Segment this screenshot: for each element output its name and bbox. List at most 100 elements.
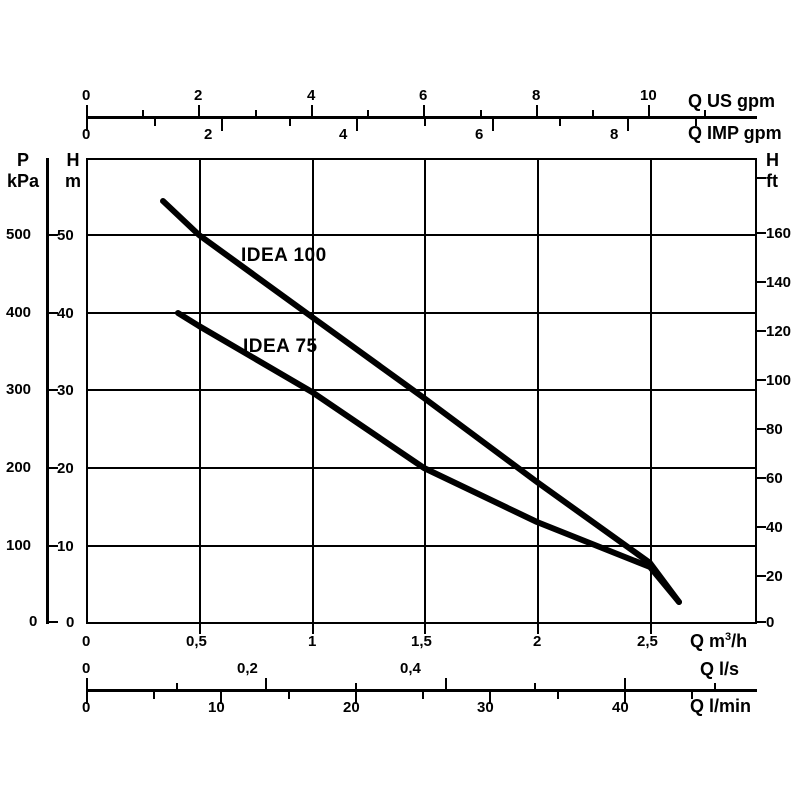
h-m-title-line2: m (64, 170, 81, 191)
q-ls-tick-minor (355, 683, 357, 690)
h-ft-title-line2: ft (766, 170, 778, 191)
q-us-gpm-axis-line (86, 116, 757, 119)
h-m-tick-label: 0 (66, 614, 75, 631)
p-kpa-tick-label: 500 (6, 226, 32, 243)
q-us-gpm-tick-minor (592, 110, 594, 117)
curve-label-idea-75: IDEA 75 (243, 336, 318, 357)
p-kpa-tick-label: 200 (6, 459, 32, 476)
h-ft-tick (757, 621, 766, 623)
q-m3h-axis-title: Q m3/h (690, 631, 748, 651)
p-kpa-tick-label: 100 (6, 537, 32, 554)
q-us-gpm-tick-label: 0 (82, 87, 91, 104)
h-ft-tick (757, 379, 766, 381)
h-ft-tick-label: 160 (766, 225, 792, 242)
q-lmin-tick-label: 10 (208, 699, 225, 716)
q-imp-gpm-axis-title: Q IMP gpm (688, 123, 782, 143)
h-ft-tick-label: 0 (766, 614, 775, 631)
q-us-gpm-tick-minor (704, 110, 706, 117)
q-ls-tick-major (624, 678, 626, 690)
p-kpa-tick (49, 234, 58, 236)
h-ft-tick (757, 281, 766, 283)
q-us-gpm-axis-title: Q US gpm (688, 91, 776, 111)
h-ft-tick-label: 100 (766, 372, 792, 389)
q-m3h-tick (650, 624, 652, 634)
q-lmin-tick-label: 40 (612, 699, 629, 716)
p-kpa-tick (49, 312, 58, 314)
curve-idea-100 (160, 198, 682, 605)
h-ft-tick-label: 40 (766, 519, 783, 536)
gridline-h-10 (86, 545, 757, 547)
q-ls-tick-label: 0,4 (400, 660, 421, 677)
q-ls-axis-line (86, 689, 757, 692)
h-m-tick-label: 10 (57, 538, 74, 555)
q-lmin-tick-major (489, 692, 491, 704)
q-m3h-tick (312, 624, 314, 634)
q-us-gpm-tick-minor (142, 110, 144, 117)
h-m-tick-label: 50 (57, 227, 74, 244)
q-m3h-title-superscript: 3 (725, 631, 732, 643)
q-us-gpm-tick-major (536, 105, 538, 117)
q-imp-gpm-tick-label: 6 (475, 126, 484, 143)
h-ft-tick (757, 477, 766, 479)
gridline-h-50 (86, 234, 757, 236)
h-m-tick-label: 40 (57, 305, 74, 322)
p-kpa-title-line1: P (16, 150, 29, 170)
h-ft-tick-label: 60 (766, 470, 783, 487)
q-ls-tick-major (265, 678, 267, 690)
curve-label-idea-100: IDEA 100 (241, 245, 327, 266)
h-ft-tick-label: 20 (766, 568, 783, 585)
q-m3h-title-suffix: /h (731, 631, 748, 651)
h-ft-title-line1: H (766, 150, 779, 170)
q-m3h-tick-label: 2 (533, 633, 542, 650)
gridline-v-2 (537, 158, 539, 624)
p-kpa-tick-label: 400 (6, 304, 32, 321)
q-imp-gpm-tick-major (86, 119, 88, 131)
p-kpa-axis-line (46, 158, 49, 624)
q-us-gpm-tick-label: 10 (640, 87, 657, 104)
q-lmin-tick-major (220, 692, 222, 704)
q-imp-gpm-tick-label: 8 (610, 126, 619, 143)
h-ft-tick (757, 177, 766, 179)
h-m-axis-title: H m (60, 150, 86, 191)
p-kpa-title-line2: kPa (6, 170, 40, 191)
plot-area (86, 158, 757, 624)
h-ft-tick-label: 140 (766, 274, 792, 291)
q-m3h-tick (424, 624, 426, 634)
q-lmin-tick-major (624, 692, 626, 704)
q-us-gpm-tick-major (311, 105, 313, 117)
q-lmin-tick-minor (288, 692, 290, 699)
q-ls-axis-title: Q l/s (700, 659, 740, 679)
h-ft-axis-title: H ft (766, 150, 792, 191)
q-ls-tick-major (445, 678, 447, 690)
q-lmin-tick-label: 20 (343, 699, 360, 716)
q-m3h-tick (537, 624, 539, 634)
q-imp-gpm-tick-minor (154, 119, 156, 126)
q-lmin-tick-label: 0 (82, 699, 91, 716)
p-kpa-tick (49, 621, 58, 623)
q-ls-tick-minor (714, 683, 716, 690)
q-us-gpm-tick-major (423, 105, 425, 117)
q-imp-gpm-tick-minor (289, 119, 291, 126)
curve-idea-75 (175, 310, 682, 605)
p-kpa-tick-label: 300 (6, 381, 32, 398)
q-lmin-tick-minor (691, 692, 693, 699)
q-ls-tick-major (86, 678, 88, 690)
h-ft-tick-label: 80 (766, 421, 783, 438)
q-imp-gpm-tick-major (627, 119, 629, 131)
q-m3h-tick-label: 0,5 (186, 633, 207, 650)
q-ls-tick-label: 0,2 (237, 660, 258, 677)
q-us-gpm-tick-label: 4 (307, 87, 316, 104)
p-kpa-tick (49, 389, 58, 391)
q-lmin-tick-label: 30 (477, 699, 494, 716)
q-imp-gpm-tick-major (492, 119, 494, 131)
h-ft-tick (757, 428, 766, 430)
q-us-gpm-tick-minor (367, 110, 369, 117)
q-ls-tick-label: 0 (82, 660, 91, 677)
q-imp-gpm-tick-major (356, 119, 358, 131)
q-m3h-tick-label: 0 (82, 633, 91, 650)
q-imp-gpm-tick-label: 0 (82, 126, 91, 143)
h-ft-tick (757, 575, 766, 577)
q-m3h-tick-label: 2,5 (637, 633, 658, 650)
h-m-tick-label: 30 (57, 382, 74, 399)
